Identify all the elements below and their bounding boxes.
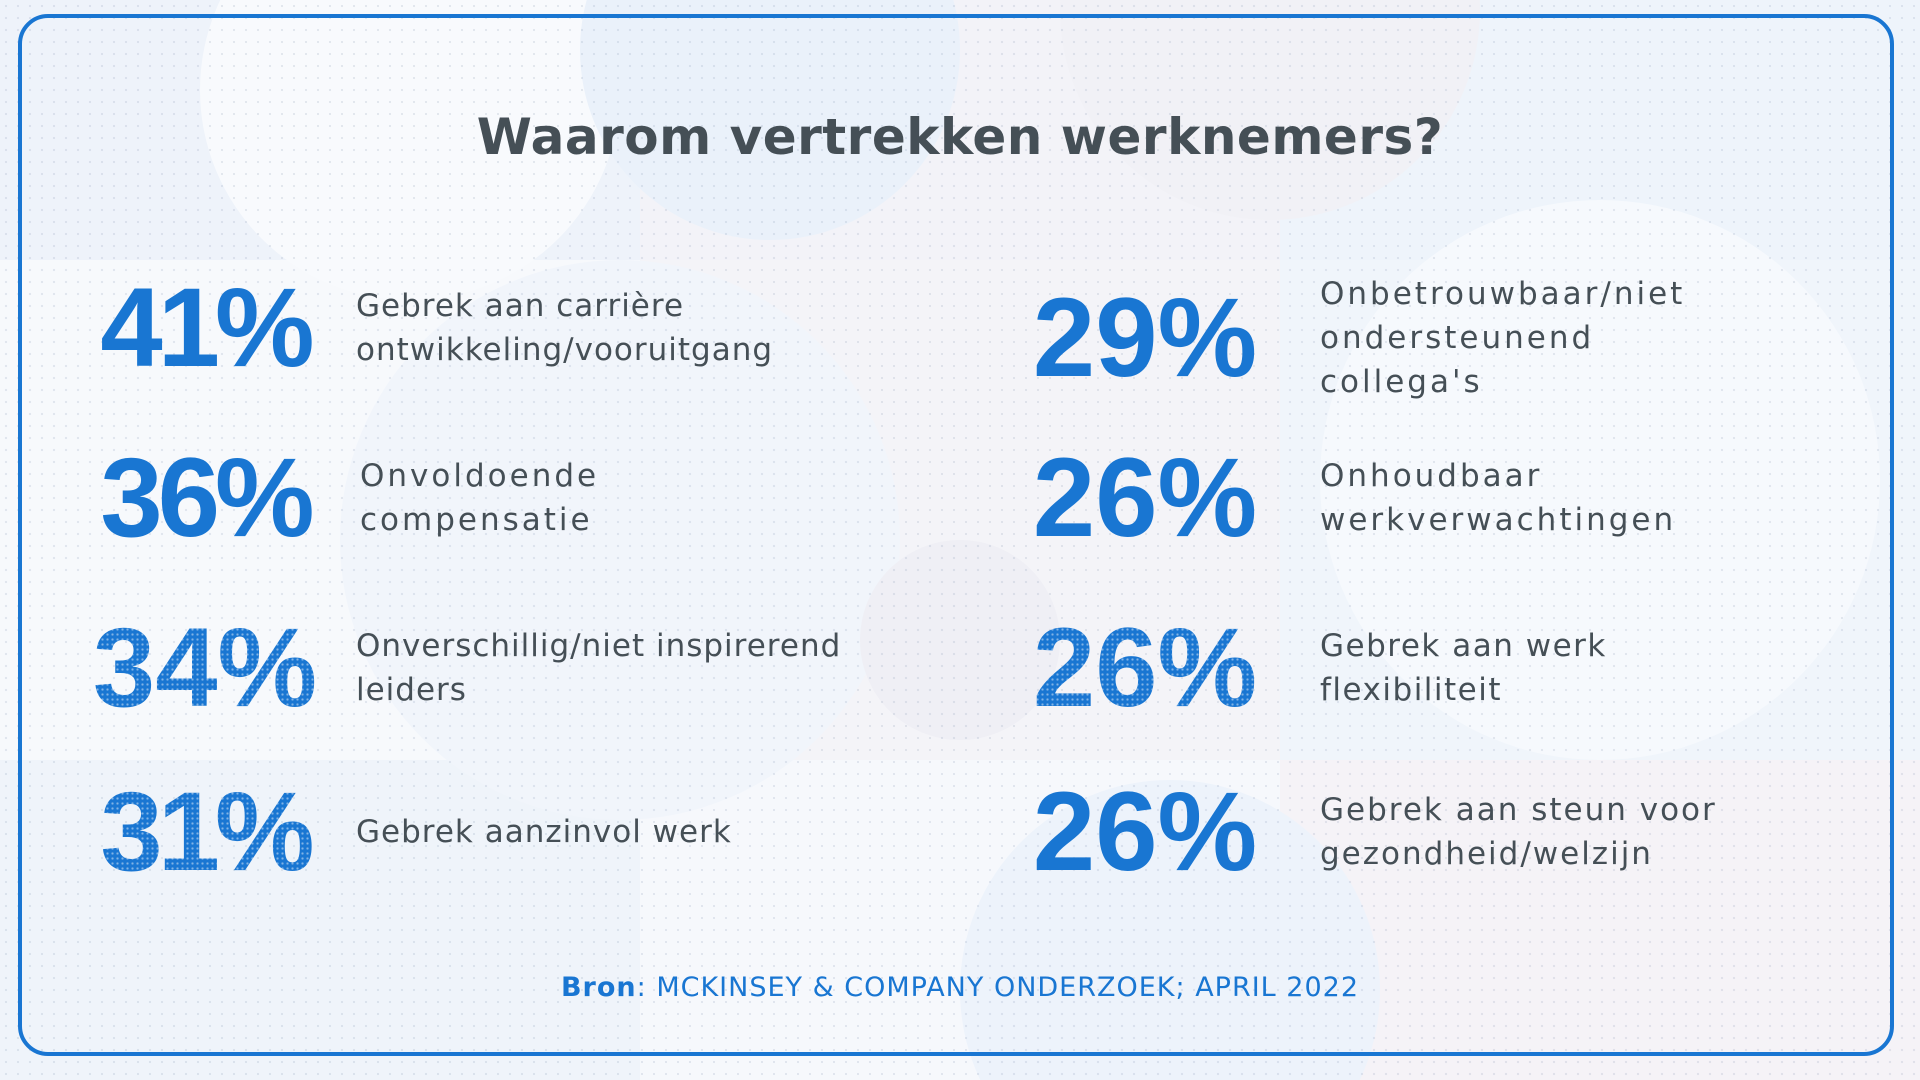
source-label: Bron bbox=[560, 972, 637, 1003]
source-footer: Bron: MCKINSEY & COMPANY ONDERZOEK; APRI… bbox=[0, 972, 1920, 1003]
stat-value: 41% bbox=[100, 265, 314, 390]
stat-value: 36% bbox=[100, 435, 314, 560]
stat-item: 36% Onvoldoende compensatie bbox=[90, 442, 599, 554]
stat-label: Gebrek aan werk flexibiliteit bbox=[1320, 628, 1607, 708]
stat-label: Onbetrouwbaar/niet ondersteunend collega… bbox=[1320, 276, 1686, 400]
page-title: Waarom vertrekken werknemers? bbox=[476, 108, 1444, 166]
stat-item: 26% Onhoudbaar werkverwachtingen bbox=[1030, 442, 1676, 554]
stat-item: 41% Gebrek aan carrière ontwikkeling/voo… bbox=[90, 272, 773, 384]
stat-label: Gebrek aan carrière ontwikkeling/vooruit… bbox=[356, 288, 774, 368]
source-text: : MCKINSEY & COMPANY ONDERZOEK; APRIL 20… bbox=[636, 972, 1360, 1003]
stat-value: 34% bbox=[90, 612, 320, 724]
stat-label: Onverschillig/niet inspirerend leiders bbox=[356, 628, 842, 708]
stat-item: 29% Onbetrouwbaar/niet ondersteunend col… bbox=[1030, 272, 1685, 404]
stat-item: 31% Gebrek aanzinvol werk bbox=[90, 776, 732, 888]
stat-item: 34% Onverschillig/niet inspirerend leide… bbox=[90, 612, 841, 724]
stat-label: Gebrek aan steun voor gezondheid/welzijn bbox=[1320, 792, 1717, 872]
stat-value: 31% bbox=[90, 776, 320, 888]
stat-item: 26% Gebrek aan steun voor gezondheid/wel… bbox=[1030, 776, 1717, 888]
stat-value: 26% bbox=[1032, 435, 1258, 560]
stat-value: 26% bbox=[1032, 769, 1258, 894]
card-border bbox=[18, 14, 1894, 1056]
stat-item: 26% Gebrek aan werk flexibiliteit bbox=[1030, 612, 1607, 724]
stat-label: Gebrek aanzinvol werk bbox=[356, 814, 732, 850]
stat-label: Onhoudbaar werkverwachtingen bbox=[1320, 458, 1677, 538]
stat-value: 26% bbox=[1030, 612, 1260, 724]
stat-label: Onvoldoende compensatie bbox=[360, 458, 600, 538]
stat-value: 29% bbox=[1032, 275, 1258, 400]
